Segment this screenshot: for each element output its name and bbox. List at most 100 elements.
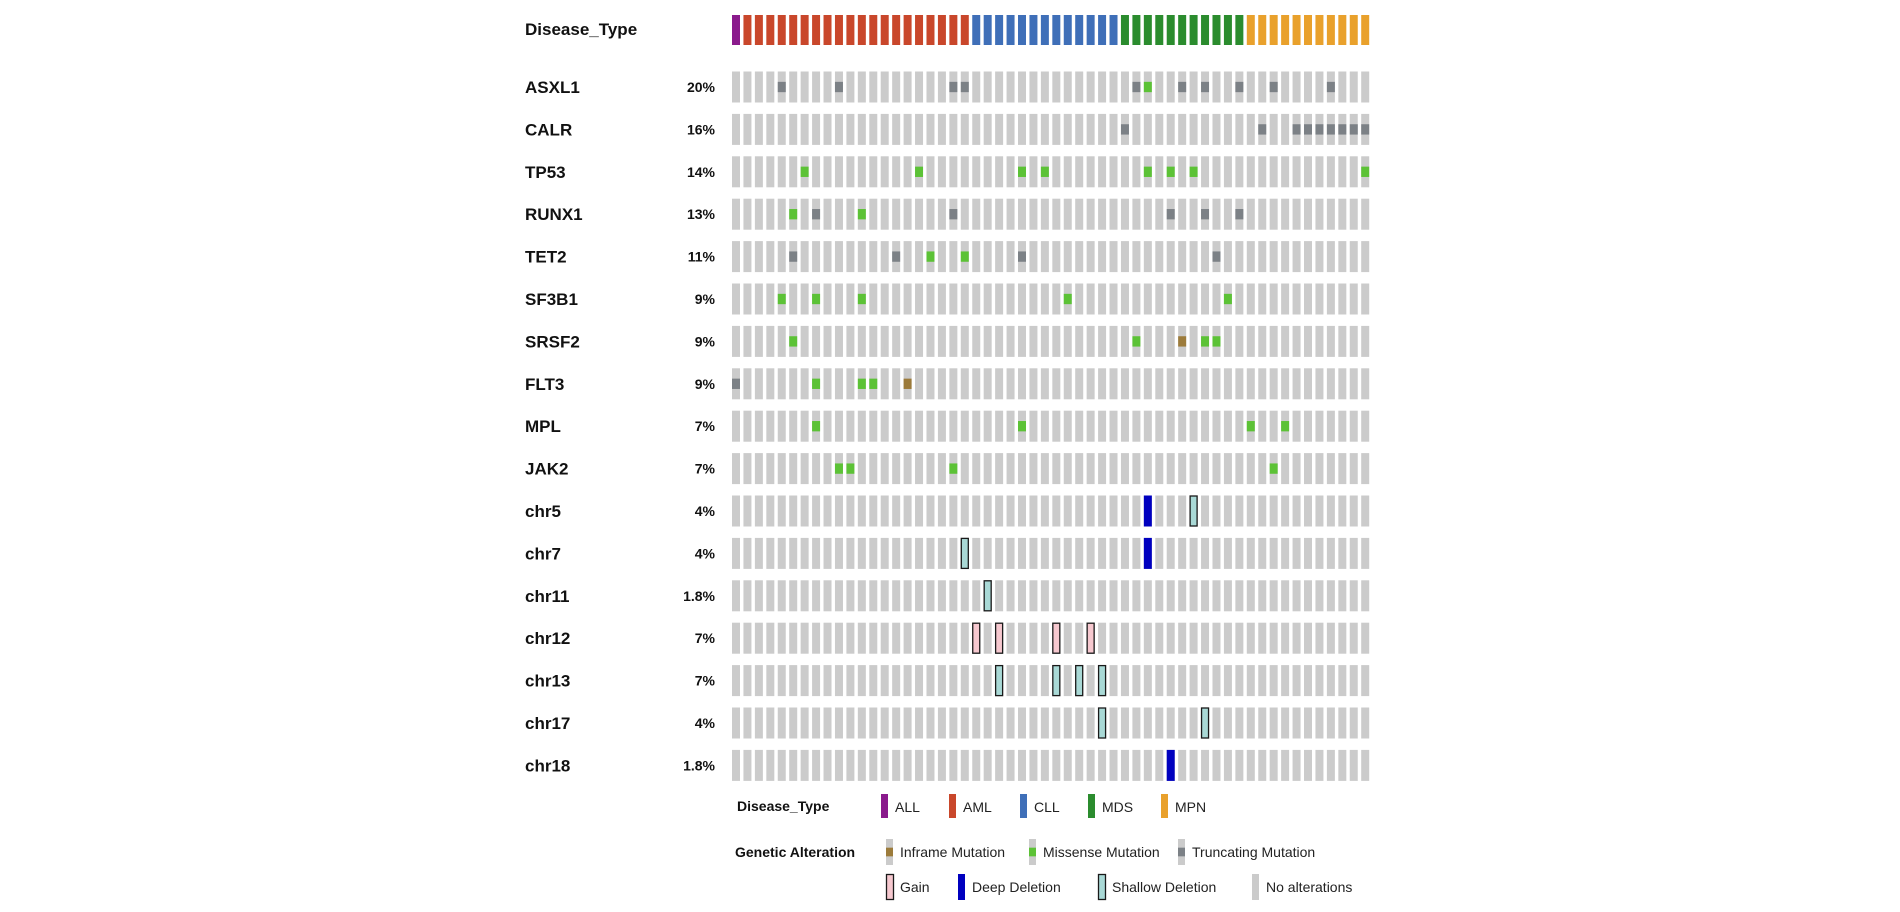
no-alteration-cell <box>1109 410 1118 442</box>
no-alteration-cell <box>1120 156 1129 188</box>
no-alteration-cell <box>1223 71 1232 103</box>
no-alteration-cell <box>1212 622 1221 654</box>
no-alteration-cell <box>880 325 889 357</box>
truncating-mutation-cell <box>1132 81 1141 93</box>
disease-type-cell-aml <box>743 15 752 45</box>
no-alteration-cell <box>1063 198 1072 230</box>
no-alteration-cell <box>1040 198 1049 230</box>
no-alteration-cell <box>1246 71 1255 103</box>
no-alteration-cell <box>892 113 901 145</box>
no-alteration-cell <box>732 241 740 273</box>
no-alteration-cell <box>960 325 969 357</box>
no-alteration-cell <box>1166 325 1175 357</box>
no-alteration-cell <box>1212 707 1221 739</box>
no-alteration-cell <box>915 749 924 781</box>
shallow-deletion-cell <box>1189 495 1198 527</box>
no-alteration-cell <box>972 71 981 103</box>
no-alteration-cell <box>960 495 969 527</box>
no-alteration-cell <box>1155 368 1164 400</box>
no-alteration-cell <box>1338 283 1347 315</box>
no-alteration-cell <box>926 198 935 230</box>
no-alteration-cell <box>1361 410 1370 442</box>
no-alteration-cell <box>1269 198 1278 230</box>
no-alteration-cell <box>926 156 935 188</box>
no-alteration-cell <box>834 113 843 145</box>
no-alteration-cell <box>1132 368 1141 400</box>
no-alteration-cell <box>960 113 969 145</box>
no-alteration-cell <box>789 622 798 654</box>
no-alteration-cell <box>1155 283 1164 315</box>
no-alteration-cell <box>777 325 786 357</box>
no-alteration-cell <box>846 749 855 781</box>
no-alteration-cell <box>766 453 775 485</box>
no-alteration-cell <box>1258 241 1267 273</box>
no-alteration-cell <box>926 495 935 527</box>
disease-type-cell-mds <box>1166 15 1175 45</box>
no-alteration-cell <box>995 283 1004 315</box>
no-alteration-cell <box>1235 453 1244 485</box>
no-alteration-cell <box>743 283 752 315</box>
no-alteration-cell <box>1201 156 1210 188</box>
no-alteration-cell <box>1361 622 1370 654</box>
no-alteration-cell <box>915 325 924 357</box>
no-alteration-cell <box>1269 707 1278 739</box>
no-alteration-cell <box>1304 283 1312 315</box>
no-alteration-cell <box>857 537 866 569</box>
disease-type-cell-aml <box>754 15 763 45</box>
row-percent: 1.8% <box>683 757 715 773</box>
no-alteration-cell <box>1006 156 1015 188</box>
no-alteration-cell <box>1349 453 1358 485</box>
no-alteration-cell <box>1349 707 1358 739</box>
legend-label-inframe: Inframe Mutation <box>900 844 1005 860</box>
no-alteration-cell <box>766 622 775 654</box>
no-alteration-cell <box>1189 113 1198 145</box>
no-alteration-cell <box>1235 325 1244 357</box>
no-alteration-cell <box>1246 241 1255 273</box>
no-alteration-cell <box>1361 495 1370 527</box>
no-alteration-cell <box>1349 368 1358 400</box>
no-alteration-cell <box>1006 707 1015 739</box>
no-alteration-cell <box>754 749 763 781</box>
no-alteration-cell <box>1212 665 1221 697</box>
no-alteration-cell <box>1223 198 1232 230</box>
no-alteration-cell <box>1109 749 1118 781</box>
no-alteration-cell <box>1326 156 1335 188</box>
no-alteration-cell <box>880 198 889 230</box>
no-alteration-cell <box>766 198 775 230</box>
no-alteration-cell <box>1006 580 1015 612</box>
truncating-mutation-cell <box>1120 124 1129 135</box>
no-alteration-cell <box>846 580 855 612</box>
no-alteration-cell <box>1315 580 1324 612</box>
no-alteration-cell <box>1235 622 1244 654</box>
truncating-mutation-cell <box>1326 124 1335 135</box>
row-percent: 20% <box>687 79 716 95</box>
no-alteration-cell <box>1178 198 1187 230</box>
no-alteration-cell <box>1304 495 1312 527</box>
row-percent: 7% <box>695 418 716 434</box>
row-percent: 4% <box>695 545 716 561</box>
no-alteration-cell <box>983 325 992 357</box>
no-alteration-cell <box>915 241 924 273</box>
no-alteration-cell <box>1132 707 1141 739</box>
no-alteration-cell <box>1063 156 1072 188</box>
no-alteration-cell <box>800 410 809 442</box>
no-alteration-cell <box>1086 495 1095 527</box>
no-alteration-cell <box>823 453 832 485</box>
no-alteration-cell <box>812 71 821 103</box>
disease-type-cell-mpn <box>1361 15 1370 45</box>
no-alteration-cell <box>1063 665 1072 697</box>
no-alteration-cell <box>754 410 763 442</box>
no-alteration-cell <box>1143 113 1152 145</box>
no-alteration-cell <box>1029 283 1038 315</box>
no-alteration-cell <box>1223 241 1232 273</box>
truncating-mutation-cell <box>1292 124 1301 135</box>
no-alteration-cell <box>1040 368 1049 400</box>
no-alteration-cell <box>1029 156 1038 188</box>
disease-type-cell-mpn <box>1292 15 1301 45</box>
disease-type-cell-mds <box>1235 15 1244 45</box>
no-alteration-cell <box>915 580 924 612</box>
no-alteration-cell <box>1223 537 1232 569</box>
no-alteration-cell <box>1292 537 1301 569</box>
no-alteration-cell <box>777 707 786 739</box>
